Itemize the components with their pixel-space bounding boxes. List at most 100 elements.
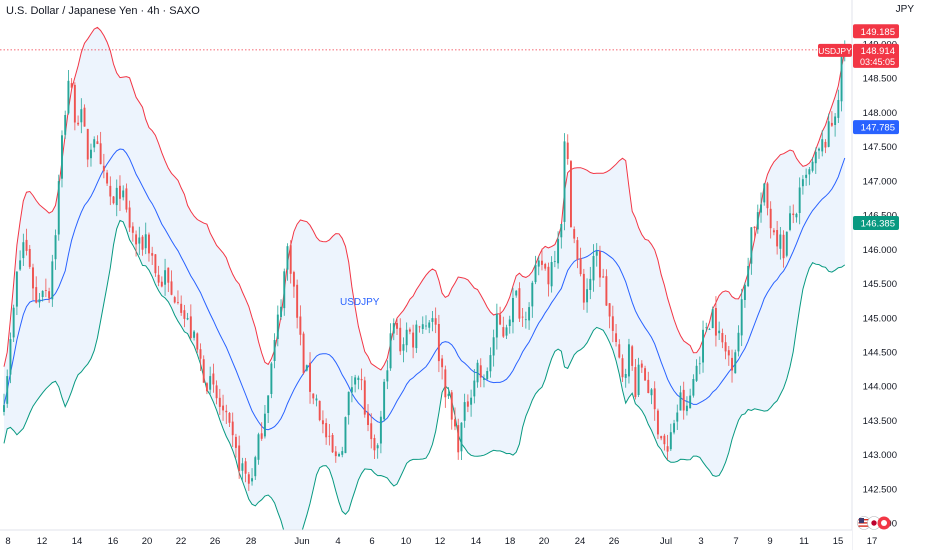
candle	[238, 435, 241, 479]
candle	[608, 303, 611, 329]
candle	[128, 200, 131, 232]
candle	[518, 282, 521, 322]
candle	[302, 331, 305, 375]
candle	[276, 305, 279, 347]
candle	[228, 411, 231, 428]
candle	[673, 419, 676, 435]
candle	[344, 416, 347, 454]
y-tick-label: 145.500	[863, 279, 897, 290]
candle	[328, 423, 331, 446]
flags-icon[interactable]	[857, 516, 891, 530]
candle	[570, 159, 572, 228]
price-axis[interactable]: 149.000148.500148.000147.500147.000146.5…	[851, 0, 932, 550]
candle	[318, 400, 321, 422]
last-price-value: 148.914	[861, 46, 895, 57]
x-tick-label: 18	[505, 536, 516, 547]
candle	[331, 432, 334, 454]
candle	[544, 262, 547, 271]
candle	[437, 314, 440, 373]
candle	[254, 455, 257, 480]
candle	[44, 278, 47, 298]
candle	[595, 243, 598, 267]
candle	[257, 432, 260, 465]
candle	[760, 192, 762, 223]
candle	[212, 363, 215, 393]
candle	[521, 308, 524, 327]
candle	[373, 434, 376, 460]
candle	[470, 389, 473, 417]
candle	[209, 366, 212, 396]
y-tick-label: 147.500	[863, 142, 897, 153]
x-tick-label: 22	[176, 536, 187, 547]
candle	[41, 290, 44, 302]
candle	[363, 376, 366, 418]
candle	[370, 413, 373, 449]
candle	[814, 147, 817, 174]
x-tick-label: 6	[369, 536, 374, 547]
svg-text:149.185: 149.185	[861, 27, 895, 38]
candle	[115, 179, 118, 217]
candle	[566, 134, 569, 165]
x-tick-label: 26	[210, 536, 221, 547]
candle	[392, 318, 395, 341]
candle	[582, 268, 585, 310]
time-axis[interactable]: 8 12 14 16 20 22 26 28 Jun 4 6 10 12 14 18 20 24 26 Jul 3 7 9…	[0, 529, 877, 550]
x-tick-label: 15	[833, 536, 844, 547]
candle	[676, 404, 679, 430]
candle	[83, 104, 86, 127]
candle	[289, 240, 292, 284]
candle	[821, 130, 824, 157]
candle	[415, 320, 418, 353]
basis-price-label: 147.785	[853, 120, 899, 135]
candle	[531, 280, 534, 318]
x-tick-label: Jun	[294, 536, 309, 547]
candle	[637, 357, 640, 397]
candle	[840, 52, 843, 112]
candle	[547, 262, 550, 297]
candle	[792, 204, 795, 224]
candle	[431, 311, 434, 332]
candle	[634, 358, 637, 400]
candle	[731, 349, 733, 383]
bollinger-band-fill	[4, 27, 845, 548]
candle	[492, 329, 495, 367]
x-tick-label: Jul	[660, 536, 672, 547]
candle	[444, 365, 447, 408]
candle	[157, 265, 160, 287]
x-tick-label: 14	[72, 536, 83, 547]
candle	[772, 228, 775, 236]
candle	[215, 380, 218, 405]
candle	[779, 226, 782, 260]
candle	[553, 250, 556, 268]
candle	[196, 332, 199, 353]
x-tick-label: 28	[246, 536, 257, 547]
candle	[515, 289, 518, 298]
candle	[576, 237, 579, 269]
candle	[389, 323, 392, 371]
candle	[296, 279, 299, 329]
candle	[176, 290, 179, 305]
candle	[837, 89, 840, 124]
candle	[38, 292, 41, 308]
candle	[724, 334, 727, 360]
candle	[679, 385, 682, 411]
candle	[99, 131, 102, 165]
candle	[605, 269, 608, 306]
candle	[286, 243, 289, 281]
candle	[711, 306, 714, 329]
y-tick-label: 147.000	[863, 176, 897, 187]
candle	[151, 246, 154, 265]
candle	[476, 359, 479, 388]
candle	[379, 410, 382, 454]
countdown-value: 03:45:05	[860, 57, 895, 67]
candle	[776, 221, 779, 255]
candle	[144, 222, 147, 255]
candle	[357, 375, 360, 390]
candle	[827, 113, 830, 148]
x-tick-label: 4	[335, 536, 340, 547]
candle	[28, 244, 31, 269]
candle	[466, 394, 469, 413]
